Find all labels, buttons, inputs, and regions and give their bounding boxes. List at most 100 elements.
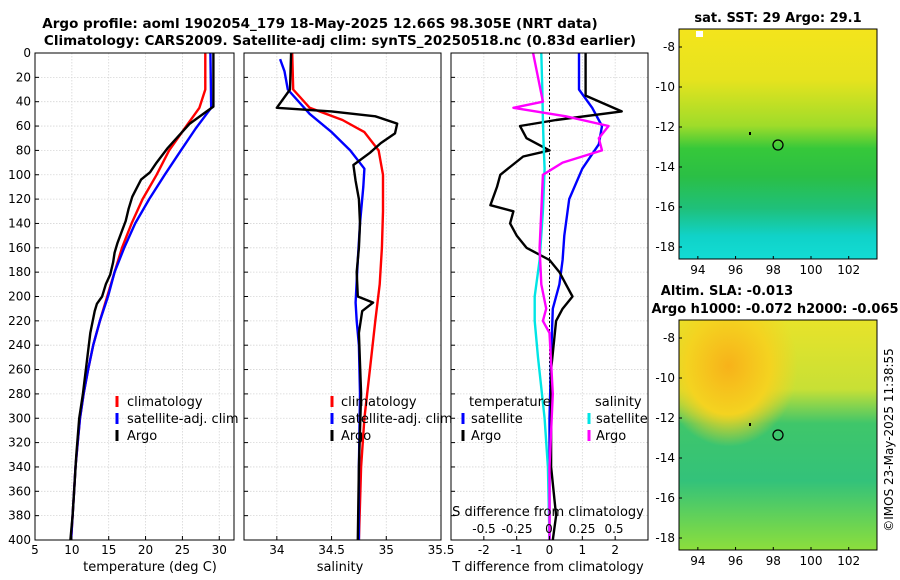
legend-temp-argo: Argo bbox=[471, 429, 501, 444]
x-tick-label: 2 bbox=[611, 543, 619, 557]
sst-map bbox=[678, 28, 878, 260]
y-tick-label: 120 bbox=[8, 192, 31, 206]
map-y-tick-label: -14 bbox=[655, 451, 675, 465]
map-x-tick-label: 100 bbox=[800, 263, 823, 277]
x-tick-label: 35.5 bbox=[428, 543, 455, 557]
x-tick-label: 10 bbox=[64, 543, 79, 557]
sla-map-axes: 94 96 98 100 102 -8 -10 -12 -14 -16 -18 bbox=[655, 331, 860, 568]
map-y-tick-label: -12 bbox=[655, 411, 675, 425]
timestamp-note: ©IMOS 23-May-2025 11:38:55 bbox=[882, 348, 896, 532]
x-tick-label: 35 bbox=[379, 543, 394, 557]
map-x-tick-label: 96 bbox=[728, 554, 743, 568]
y-tick-label: 140 bbox=[8, 216, 31, 230]
map-y-tick-label: -14 bbox=[655, 160, 675, 174]
y-tick-label: 200 bbox=[8, 290, 31, 304]
x-tick-label: 0 bbox=[546, 543, 554, 557]
y-tick-label: 340 bbox=[8, 460, 31, 474]
s-tick: -0.5 bbox=[472, 522, 495, 536]
legend-argo: Argo bbox=[341, 429, 371, 444]
map-x-tick-label: 102 bbox=[837, 554, 860, 568]
s-tick: -0.25 bbox=[501, 522, 532, 536]
map-y-tick-label: -10 bbox=[655, 371, 675, 385]
difference-legend: temperature satellite Argo salinity sate… bbox=[461, 395, 648, 444]
map-x-tick-label: 96 bbox=[728, 263, 743, 277]
map-y-tick-label: -12 bbox=[655, 120, 675, 134]
y-tick-label: 380 bbox=[8, 509, 31, 523]
difference-plot: -2 -1 0 1 2 bbox=[450, 52, 649, 557]
salinity-legend: climatology satellite-adj. clim Argo bbox=[330, 395, 453, 444]
salinity-xlabel: salinity bbox=[317, 560, 364, 575]
argo-location-marker bbox=[772, 429, 784, 441]
x-tick-label: 20 bbox=[138, 543, 153, 557]
y-tick-label: 180 bbox=[8, 265, 31, 279]
map-x-tick-label: 94 bbox=[690, 263, 705, 277]
plot-frame bbox=[243, 52, 442, 541]
x-tick-label: 25 bbox=[175, 543, 190, 557]
map-x-tick-label: 98 bbox=[766, 263, 781, 277]
y-tick-label: 80 bbox=[16, 143, 31, 157]
map-y-tick-label: -18 bbox=[655, 240, 675, 254]
x-tick-label: 34.5 bbox=[318, 543, 345, 557]
legend-climatology: climatology bbox=[127, 395, 203, 410]
s-tick: 0 bbox=[545, 522, 553, 536]
x-tick-label: -2 bbox=[478, 543, 490, 557]
map-y-tick-label: -8 bbox=[663, 40, 675, 54]
y-tick-label: 60 bbox=[16, 119, 31, 133]
temperature-plot: 5 10 15 20 25 3002040608010012014016018020022… bbox=[8, 46, 235, 557]
s-tick: 0.25 bbox=[569, 522, 596, 536]
header-line-2: Climatology: CARS2009. Satellite-adj cli… bbox=[44, 33, 636, 49]
y-tick-label: 0 bbox=[23, 46, 31, 60]
sst-map-axes: 94 96 98 100 102 -8 -10 -12 -14 -16 -18 bbox=[655, 40, 860, 277]
difference-xlabel-top: S difference from climatology bbox=[452, 505, 644, 520]
map-y-tick-label: -10 bbox=[655, 80, 675, 94]
difference-xlabel: T difference from climatology bbox=[451, 560, 644, 575]
x-tick-label: -1 bbox=[511, 543, 523, 557]
map-x-tick-label: 102 bbox=[837, 263, 860, 277]
map-y-tick-label: -16 bbox=[655, 491, 675, 505]
legend-salinity-title: salinity bbox=[595, 395, 642, 410]
series-line-1 bbox=[489, 53, 623, 541]
y-tick-label: 100 bbox=[8, 168, 31, 182]
map-y-tick-label: -18 bbox=[655, 531, 675, 545]
legend-temperature-title: temperature bbox=[469, 395, 551, 410]
y-tick-label: 40 bbox=[16, 95, 31, 109]
legend-temp-satellite: satellite bbox=[471, 412, 523, 427]
y-tick-label: 220 bbox=[8, 314, 31, 328]
legend-climatology: climatology bbox=[341, 395, 417, 410]
series-line-2 bbox=[69, 53, 215, 541]
y-tick-label: 160 bbox=[8, 241, 31, 255]
series-line-1 bbox=[278, 58, 366, 540]
sla-map-title: Altim. SLA: -0.013 bbox=[661, 284, 793, 299]
x-tick-label: 15 bbox=[101, 543, 116, 557]
y-tick-label: 240 bbox=[8, 338, 31, 352]
map-x-tick-label: 94 bbox=[690, 554, 705, 568]
s-tick: 0.5 bbox=[604, 522, 623, 536]
map-x-tick-label: 98 bbox=[766, 554, 781, 568]
y-tick-label: 260 bbox=[8, 363, 31, 377]
series-line-2 bbox=[275, 52, 399, 541]
y-tick-label: 400 bbox=[8, 533, 31, 547]
legend-argo: Argo bbox=[127, 429, 157, 444]
y-tick-label: 280 bbox=[8, 387, 31, 401]
sla-map bbox=[678, 319, 878, 551]
sla-map-subtitle: Argo h1000: -0.072 h2000: -0.065 bbox=[651, 302, 898, 317]
series-line-3 bbox=[512, 52, 610, 540]
argo-location-marker bbox=[772, 139, 784, 151]
y-tick-label: 20 bbox=[16, 70, 31, 84]
sst-map-title: sat. SST: 29 Argo: 29.1 bbox=[694, 11, 861, 26]
temperature-xlabel: temperature (deg C) bbox=[83, 560, 217, 575]
salinity-plot: 34 34.5 35 35.5 bbox=[243, 52, 455, 557]
temperature-legend: climatology satellite-adj. clim Argo bbox=[115, 395, 239, 444]
x-tick-label: 34 bbox=[269, 543, 284, 557]
x-tick-label: 30 bbox=[212, 543, 227, 557]
map-x-tick-label: 100 bbox=[800, 554, 823, 568]
legend-sal-satellite: satellite bbox=[596, 412, 648, 427]
y-tick-label: 360 bbox=[8, 484, 31, 498]
y-tick-label: 320 bbox=[8, 436, 31, 450]
legend-satellite: satellite-adj. clim bbox=[127, 412, 239, 427]
map-y-tick-label: -16 bbox=[655, 200, 675, 214]
x-tick-label: 1 bbox=[579, 543, 587, 557]
map-y-tick-label: -8 bbox=[663, 331, 675, 345]
legend-sal-argo: Argo bbox=[596, 429, 626, 444]
